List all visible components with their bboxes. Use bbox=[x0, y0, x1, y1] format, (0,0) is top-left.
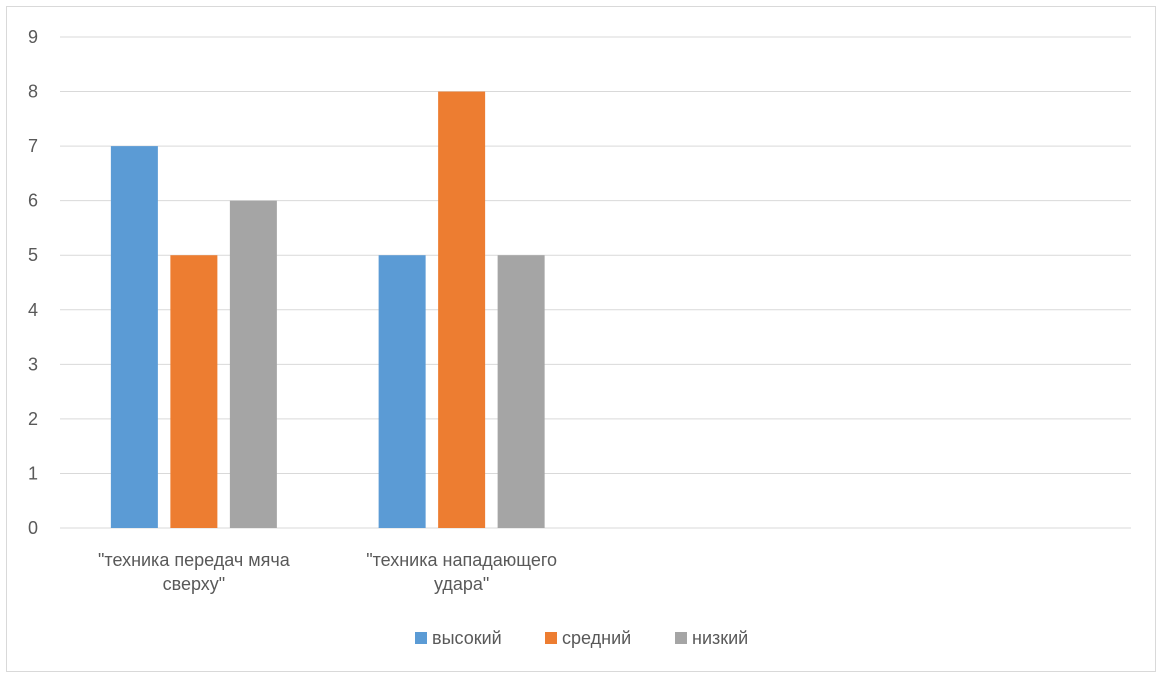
y-tick-label: 6 bbox=[28, 191, 38, 211]
legend-swatch-высокий bbox=[415, 632, 427, 644]
bars bbox=[110, 91, 545, 529]
legend: высокий средний низкий bbox=[415, 628, 748, 648]
legend-swatch-средний bbox=[545, 632, 557, 644]
legend-swatch-низкий bbox=[675, 632, 687, 644]
category-label: "техника нападающего bbox=[366, 550, 557, 570]
category-label: удара" bbox=[434, 574, 489, 594]
category-label: сверху" bbox=[163, 574, 226, 594]
bar-высокий-0 bbox=[110, 146, 158, 528]
legend-label-средний: средний bbox=[562, 628, 631, 648]
y-tick-label: 3 bbox=[28, 354, 38, 374]
bar-средний-0 bbox=[170, 255, 218, 528]
y-tick-label: 8 bbox=[28, 82, 38, 102]
legend-label-низкий: низкий bbox=[692, 628, 748, 648]
y-tick-label: 5 bbox=[28, 245, 38, 265]
y-axis-tick-labels: 0 1 2 3 4 5 6 7 8 9 bbox=[28, 27, 38, 538]
bar-средний-1 bbox=[438, 91, 486, 529]
y-tick-label: 9 bbox=[28, 27, 38, 47]
y-tick-label: 2 bbox=[28, 409, 38, 429]
bar-низкий-1 bbox=[497, 255, 545, 528]
category-label: "техника передач мяча bbox=[98, 550, 291, 570]
category-labels: "техника передач мяча сверху" "техника нап… bbox=[98, 550, 557, 594]
bar-высокий-1 bbox=[378, 255, 426, 528]
y-tick-label: 0 bbox=[28, 518, 38, 538]
legend-label-высокий: высокий bbox=[432, 628, 502, 648]
y-tick-label: 1 bbox=[28, 463, 38, 483]
y-tick-label: 7 bbox=[28, 136, 38, 156]
y-tick-label: 4 bbox=[28, 300, 38, 320]
bar-низкий-0 bbox=[229, 200, 277, 528]
gridlines bbox=[60, 36, 1131, 529]
